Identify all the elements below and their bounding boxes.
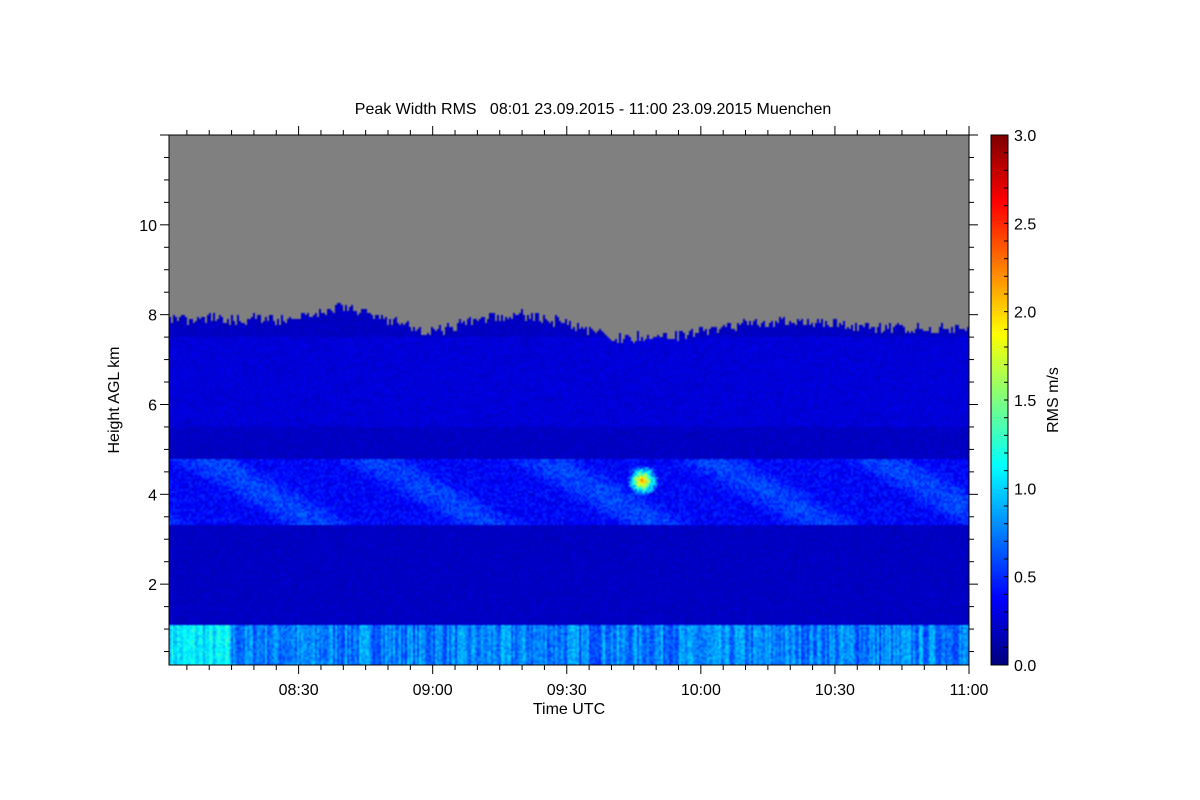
y-tick-label: 4 — [148, 487, 157, 504]
x-tick-label: 08:30 — [279, 682, 319, 699]
y-axis: 2 4 6 8 10 — [139, 134, 978, 653]
y-tick-label: 8 — [148, 308, 157, 325]
colorbar-tick-label: 0.5 — [1014, 570, 1036, 587]
x-axis-label: Time UTC — [533, 701, 605, 718]
colorbar-tick-label: 1.5 — [1014, 393, 1036, 410]
x-tick-label: 10:00 — [681, 682, 721, 699]
y-tick-label: 2 — [148, 577, 157, 594]
colorbar-tick-label: 2.5 — [1014, 216, 1036, 233]
colorbar — [991, 135, 1008, 665]
heatmap-image — [169, 135, 969, 665]
y-axis-label: Height AGL km — [106, 346, 123, 453]
plot-frame — [168, 134, 970, 666]
y-tick-label: 10 — [139, 218, 157, 235]
y-tick-label: 6 — [148, 397, 157, 414]
x-tick-label: 10:30 — [815, 682, 855, 699]
colorbar-tick-label: 1.0 — [1014, 481, 1036, 498]
x-tick-label: 09:30 — [547, 682, 587, 699]
colorbar-label: RMS m/s — [1045, 367, 1062, 433]
colorbar-tick-label: 2.0 — [1014, 305, 1036, 322]
x-axis: 08:30 09:00 09:30 10:00 10:30 11:00 — [186, 126, 989, 699]
colorbar-tick-label: 0.0 — [1014, 658, 1036, 675]
colorbar-tick-label: 3.0 — [1014, 128, 1036, 145]
colorbar-axis: 0.0 0.5 1.0 1.5 2.0 2.5 3.0 — [1004, 128, 1036, 675]
chart-title: Peak Width RMS 08:01 23.09.2015 - 11:00 … — [355, 101, 831, 118]
x-tick-label: 11:00 — [950, 682, 989, 699]
colorbar-frame — [990, 134, 1009, 666]
x-tick-label: 09:00 — [413, 682, 453, 699]
